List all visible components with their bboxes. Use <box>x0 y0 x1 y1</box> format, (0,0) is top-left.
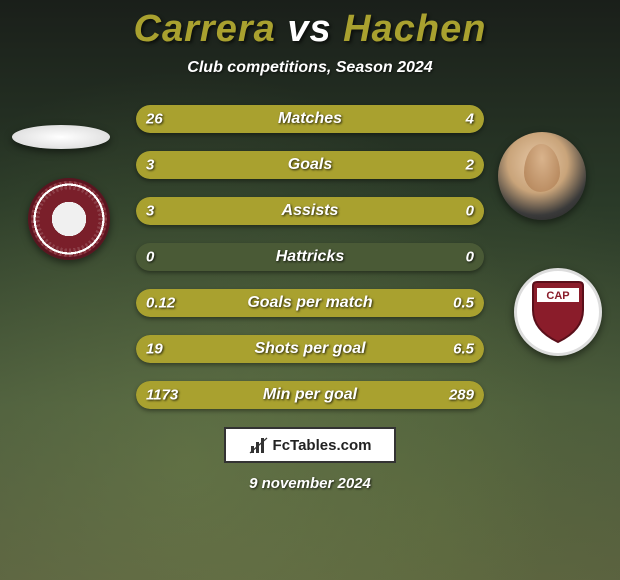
title-player2: Hachen <box>343 8 486 50</box>
title-player1: Carrera <box>134 8 276 50</box>
bar-value-left: 0.12 <box>146 295 175 312</box>
title-vs: vs <box>287 8 331 50</box>
stat-bar: 1173 Min per goal 289 <box>136 381 484 409</box>
subtitle: Club competitions, Season 2024 <box>0 59 620 77</box>
bar-value-left: 3 <box>146 157 154 174</box>
cap-badge-icon: CAP <box>514 268 602 356</box>
cap-letters: CAP <box>546 290 569 302</box>
stat-bar: 19 Shots per goal 6.5 <box>136 335 484 363</box>
bar-value-left: 26 <box>146 111 163 128</box>
player1-club-badge <box>28 178 110 260</box>
bar-value-right: 6.5 <box>453 341 474 358</box>
bar-value-right: 4 <box>466 111 474 128</box>
player2-club-badge: CAP <box>514 268 602 356</box>
stat-bar: 0.12 Goals per match 0.5 <box>136 289 484 317</box>
stat-row: 1173 Min per goal 289 <box>0 381 620 409</box>
bar-value-right: 289 <box>449 387 474 404</box>
bar-label: Min per goal <box>263 386 357 404</box>
bar-value-left: 19 <box>146 341 163 358</box>
bar-chart-icon <box>249 435 269 455</box>
fctables-logo: FcTables.com <box>224 427 396 463</box>
bar-value-right: 0 <box>466 249 474 266</box>
stat-bar: 26 Matches 4 <box>136 105 484 133</box>
bar-value-left: 1173 <box>146 387 178 404</box>
stat-bar: 0 Hattricks 0 <box>136 243 484 271</box>
content-root: Carrera vs Hachen Club competitions, Sea… <box>0 0 620 580</box>
player1-photo-placeholder <box>12 125 110 149</box>
bar-value-right: 0 <box>466 203 474 220</box>
bar-value-left: 0 <box>146 249 154 266</box>
bar-value-right: 2 <box>466 157 474 174</box>
bar-value-right: 0.5 <box>453 295 474 312</box>
bar-label: Hattricks <box>276 248 344 266</box>
bar-label: Matches <box>278 110 342 128</box>
page-title: Carrera vs Hachen <box>0 0 620 51</box>
player2-photo <box>498 132 586 220</box>
date-text: 9 november 2024 <box>0 475 620 492</box>
stat-bar: 3 Goals 2 <box>136 151 484 179</box>
lanus-badge-icon <box>28 178 110 260</box>
bar-value-left: 3 <box>146 203 154 220</box>
bar-fill-right <box>438 105 484 133</box>
bar-label: Shots per goal <box>254 340 365 358</box>
bar-label: Goals <box>288 156 332 174</box>
stat-bar: 3 Assists 0 <box>136 197 484 225</box>
bar-label: Goals per match <box>247 294 372 312</box>
bar-fill-right <box>345 151 484 179</box>
logo-text: FcTables.com <box>273 437 372 454</box>
bar-label: Assists <box>282 202 339 220</box>
